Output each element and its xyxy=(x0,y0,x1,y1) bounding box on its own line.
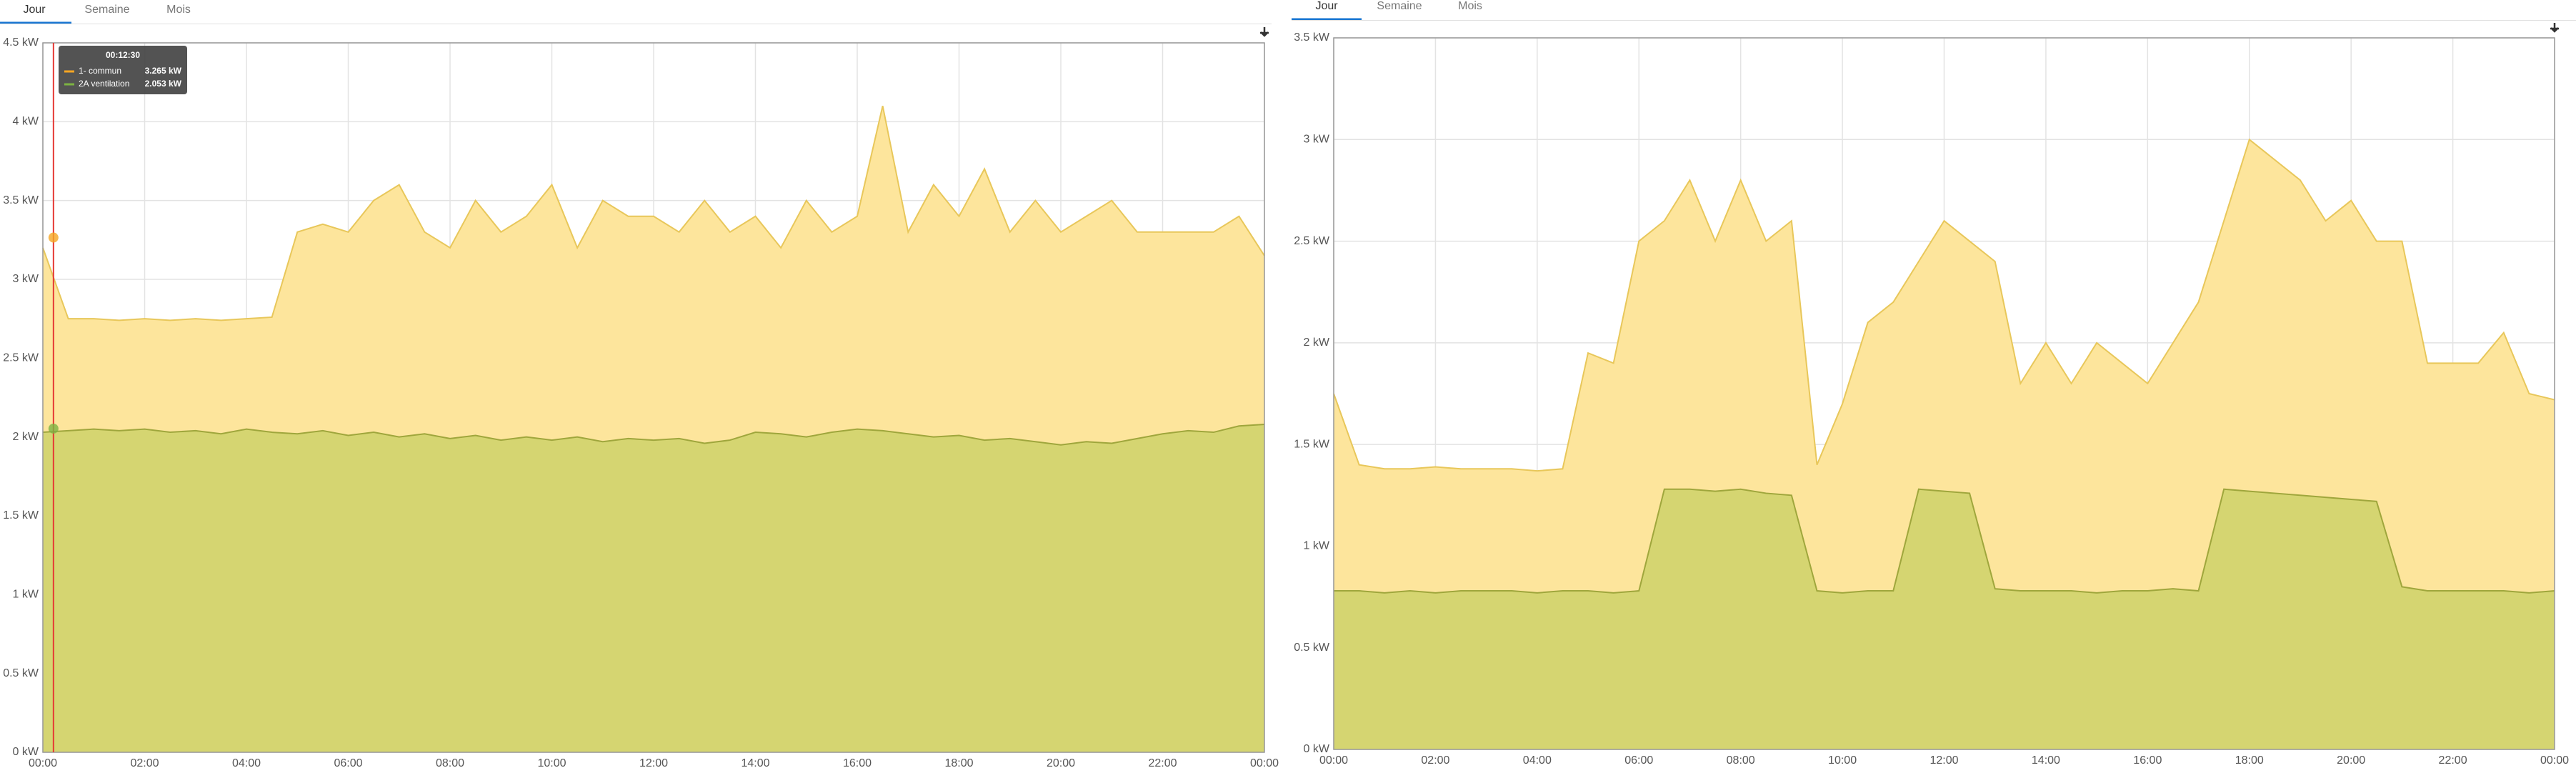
x-tick-label: 12:00 xyxy=(639,757,668,769)
x-tick-label: 22:00 xyxy=(2439,754,2467,767)
x-tick-label: 08:00 xyxy=(1727,754,1755,767)
x-tick-label: 12:00 xyxy=(1929,754,1958,767)
series-line xyxy=(42,424,1265,446)
x-tick-label: 02:00 xyxy=(1421,754,1449,767)
x-tick-label: 14:00 xyxy=(741,757,769,769)
area-fill xyxy=(43,424,1264,752)
x-tick-label: 00:00 xyxy=(29,757,57,769)
y-tick-label: 3 kW xyxy=(1304,134,1330,146)
tab[interactable]: Mois xyxy=(166,4,191,16)
x-tick-label: 18:00 xyxy=(2235,754,2264,767)
x-tick-label: 02:00 xyxy=(130,757,159,769)
y-tick-label: 4 kW xyxy=(13,116,39,128)
series-line xyxy=(1334,488,2555,594)
download-icon[interactable] xyxy=(1260,27,1269,37)
x-tick-label: 14:00 xyxy=(2032,754,2060,767)
tab[interactable]: Jour xyxy=(1315,0,1338,12)
tab[interactable]: Semaine xyxy=(1377,0,1422,12)
y-tick-label: 3 kW xyxy=(13,273,39,285)
tooltip-value: 3.265 kW xyxy=(145,66,182,76)
x-tick-label: 04:00 xyxy=(232,757,261,769)
tooltip-title: 00:12:30 xyxy=(106,50,140,60)
y-tick-label: 2.5 kW xyxy=(1294,235,1330,247)
icon-shape xyxy=(1260,27,1269,37)
x-tick-label: 04:00 xyxy=(1523,754,1552,767)
x-tick-label: 16:00 xyxy=(843,757,872,769)
y-tick-label: 0.5 kW xyxy=(3,667,39,679)
tab[interactable]: Jour xyxy=(23,4,46,16)
tooltip-value: 2.053 kW xyxy=(145,79,182,89)
x-tick-label: 20:00 xyxy=(2337,754,2365,767)
download-icon[interactable] xyxy=(2550,23,2559,33)
y-tick-label: 1.5 kW xyxy=(1294,438,1330,450)
tab[interactable]: Mois xyxy=(1458,0,1482,12)
x-tick-label: 06:00 xyxy=(1624,754,1653,767)
series-line xyxy=(42,106,1265,321)
x-tick-label: 10:00 xyxy=(1828,754,1857,767)
cursor-marker xyxy=(48,232,59,243)
y-tick-label: 4.5 kW xyxy=(3,36,39,49)
tooltip-name: 1- commun xyxy=(79,66,121,76)
y-tick-label: 0 kW xyxy=(1304,743,1330,755)
y-tick-label: 1.5 kW xyxy=(3,509,39,522)
y-tick-label: 1 kW xyxy=(13,589,39,601)
y-tick-label: 3.5 kW xyxy=(1294,31,1330,44)
x-tick-label: 08:00 xyxy=(436,757,464,769)
tooltip-box xyxy=(59,46,187,94)
y-tick-label: 3.5 kW xyxy=(3,194,39,206)
x-tick-label: 00:00 xyxy=(1250,757,1279,769)
y-tick-label: 1 kW xyxy=(1304,540,1330,552)
chart: Jour Semaine Mois 0 kW 0.5 kW 1 kW 1.5 kW 2 kW 2… xyxy=(1292,0,2576,767)
chart: Jour Semaine Mois 0 kW 0.5 kW 1 kW 1.5 kW 2 kW 2… xyxy=(0,4,1279,769)
x-tick-label: 00:00 xyxy=(2540,754,2569,767)
y-tick-label: 0 kW xyxy=(13,746,39,758)
area-fill xyxy=(1334,489,2555,749)
x-tick-label: 16:00 xyxy=(2133,754,2162,767)
x-tick-label: 10:00 xyxy=(537,757,566,769)
plot-border xyxy=(1333,37,2555,750)
x-tick-label: 06:00 xyxy=(334,757,362,769)
y-tick-label: 2.5 kW xyxy=(3,352,39,364)
y-tick-label: 2 kW xyxy=(1304,336,1330,349)
y-tick-label: 2 kW xyxy=(13,431,39,443)
series-line xyxy=(1333,138,2555,472)
x-tick-label: 00:00 xyxy=(1319,754,1348,767)
tab[interactable]: Semaine xyxy=(84,4,129,16)
x-tick-label: 20:00 xyxy=(1047,757,1075,769)
x-tick-label: 18:00 xyxy=(944,757,973,769)
tooltip-name: 2A ventilation xyxy=(79,79,129,89)
cursor-marker xyxy=(48,423,59,434)
x-tick-label: 22:00 xyxy=(1148,757,1177,769)
y-tick-label: 0.5 kW xyxy=(1294,642,1330,654)
icon-shape xyxy=(2550,23,2559,33)
plot-border xyxy=(42,42,1265,753)
